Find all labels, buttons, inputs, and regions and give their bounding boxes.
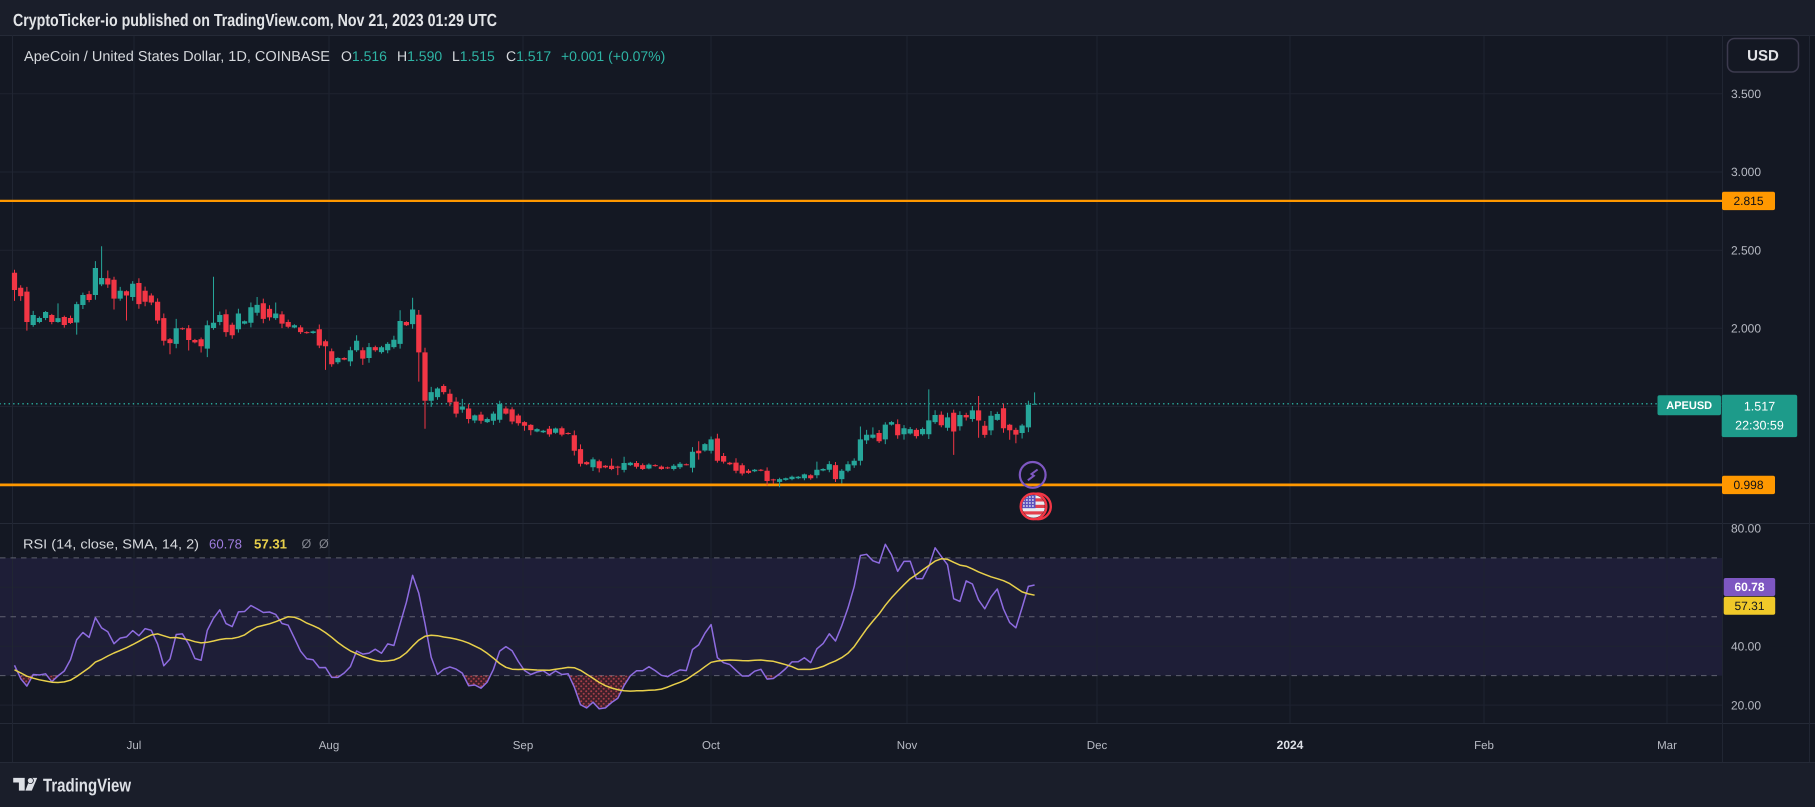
svg-text:2.000: 2.000 [1731,322,1761,336]
svg-text:3.000: 3.000 [1731,165,1761,179]
svg-text:0.998: 0.998 [1733,478,1763,492]
svg-text:Mar: Mar [1657,740,1677,752]
svg-text:Feb: Feb [1474,740,1494,752]
svg-text:80.00: 80.00 [1731,522,1761,536]
svg-text:TradingView: TradingView [43,775,131,796]
svg-text:Dec: Dec [1087,740,1108,752]
svg-text:Ø: Ø [319,537,329,551]
svg-text:Oct: Oct [702,740,721,752]
svg-text:1.517: 1.517 [1744,399,1775,413]
svg-text:40.00: 40.00 [1731,639,1761,653]
svg-text:20.00: 20.00 [1731,698,1761,712]
svg-text:2024: 2024 [1277,738,1304,752]
svg-text:Aug: Aug [319,740,339,752]
svg-text:2.500: 2.500 [1731,243,1761,257]
svg-text:60.78: 60.78 [209,537,242,552]
svg-text:57.31: 57.31 [1734,599,1764,613]
svg-text:57.31: 57.31 [254,537,287,552]
svg-text:Ø: Ø [302,537,312,551]
svg-text:USD: USD [1747,48,1779,65]
svg-text:Jul: Jul [127,740,142,752]
svg-text:3.500: 3.500 [1731,87,1761,101]
svg-text:APEUSD: APEUSD [1666,400,1712,412]
svg-text:2.815: 2.815 [1733,194,1763,208]
svg-text:Sep: Sep [513,740,533,752]
svg-text:RSI (14, close, SMA, 14, 2): RSI (14, close, SMA, 14, 2) [23,537,199,552]
svg-text:CryptoTicker-io published on T: CryptoTicker-io published on TradingView… [13,10,497,30]
svg-text:22:30:59: 22:30:59 [1735,418,1784,432]
svg-text:60.78: 60.78 [1734,580,1764,594]
svg-text:ApeCoin / United States Dollar: ApeCoin / United States Dollar, 1D, COIN… [24,49,330,65]
svg-text:Nov: Nov [897,740,918,752]
